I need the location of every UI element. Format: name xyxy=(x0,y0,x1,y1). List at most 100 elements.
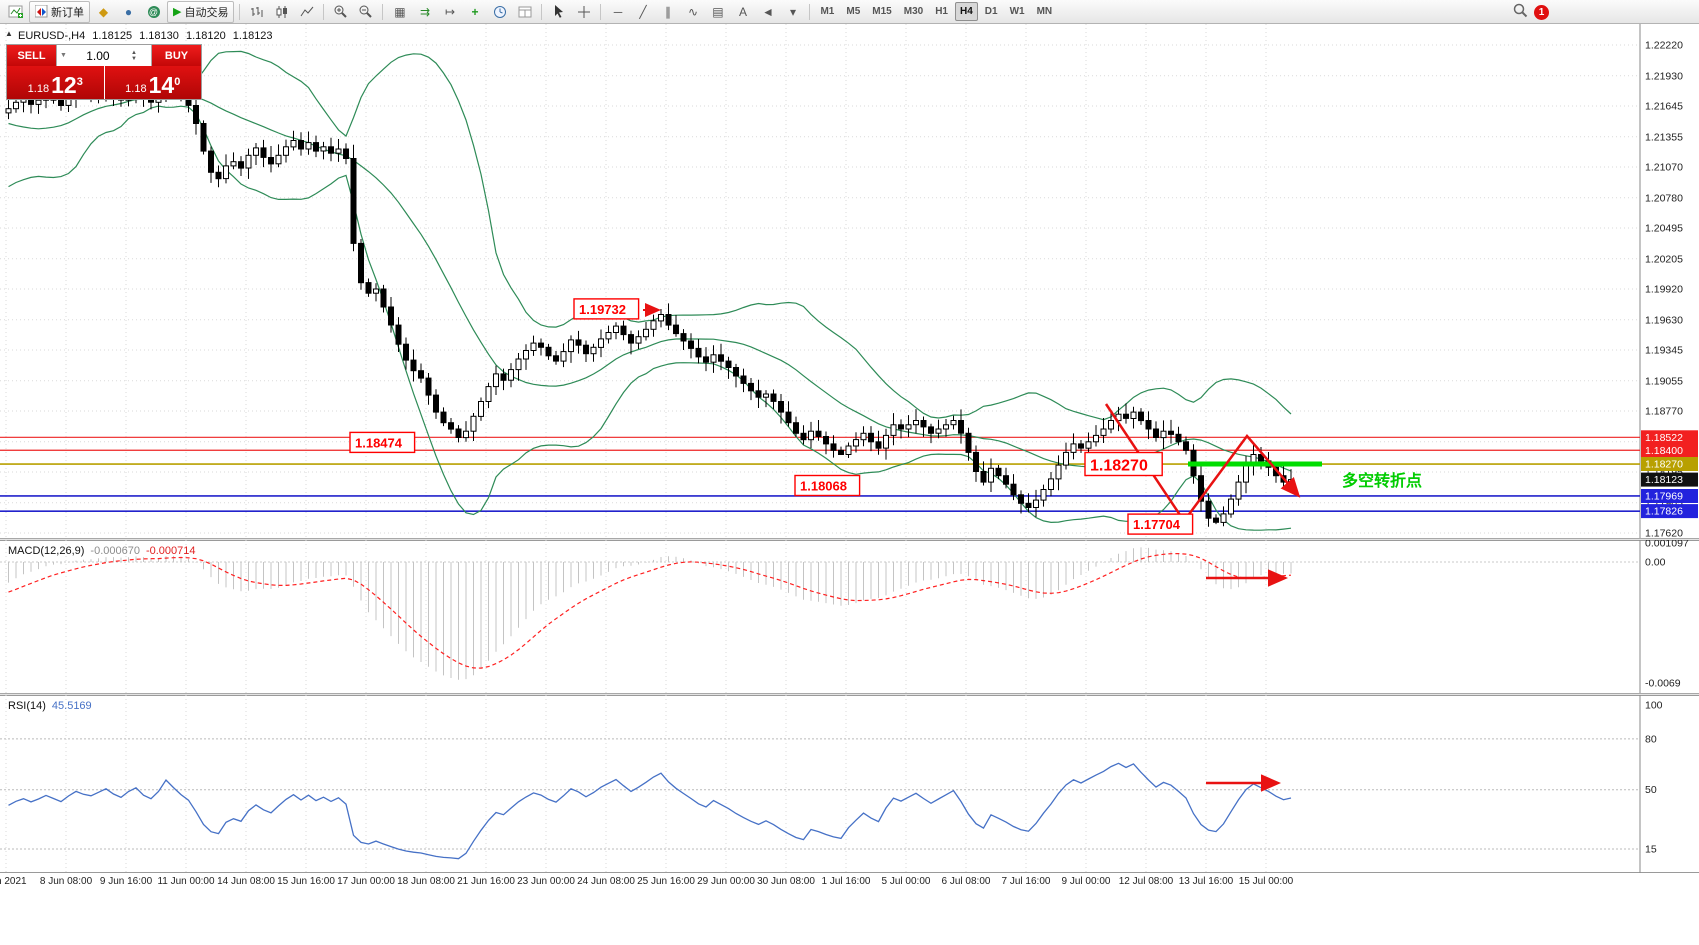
bar-chart-icon[interactable] xyxy=(245,2,268,22)
volume-caret-icon[interactable]: ▼ xyxy=(60,52,67,59)
time-label: 9 Jun 16:00 xyxy=(99,876,153,887)
separator xyxy=(600,3,602,20)
candles xyxy=(5,72,1294,527)
timeframe-M30[interactable]: M30 xyxy=(903,6,924,17)
svg-text:50: 50 xyxy=(1645,784,1657,796)
svg-text:1.17704: 1.17704 xyxy=(1133,517,1181,532)
toolbar-right-group: 1 xyxy=(1512,2,1549,23)
timeframe-H4[interactable]: H4 xyxy=(954,2,978,21)
new-chart-icon[interactable] xyxy=(4,2,27,22)
time-label: 29 Jun 00:00 xyxy=(697,876,755,887)
timeframe-MN[interactable]: MN xyxy=(1036,6,1053,17)
time-label: 8 Jun 08:00 xyxy=(39,876,93,887)
notification-badge[interactable]: 1 xyxy=(1534,5,1549,20)
svg-text:1.17969: 1.17969 xyxy=(1645,490,1683,502)
separator xyxy=(239,3,241,20)
separator xyxy=(382,3,384,20)
toolbar: 新订单 ◆ ● @ ▶ 自动交易 ▦ ⇉ ↦ + xyxy=(0,0,1699,24)
time-label: 13 Jul 16:00 xyxy=(1178,876,1234,887)
community-icon[interactable]: ● xyxy=(124,4,133,19)
oct-toggle-icon[interactable]: ▲ xyxy=(5,29,13,38)
svg-text:1.19055: 1.19055 xyxy=(1645,375,1683,387)
volume-box: ▼ ▲▼ xyxy=(56,45,152,66)
svg-text:1.18522: 1.18522 xyxy=(1645,432,1683,444)
zoom-in-icon[interactable] xyxy=(329,2,352,22)
panel-splitter[interactable] xyxy=(0,693,1699,695)
timeframe-group: M1 M5 M15 M30 H1 H4 D1 W1 MN xyxy=(814,2,1058,21)
svg-text:0.00: 0.00 xyxy=(1645,557,1666,569)
new-order-button[interactable]: 新订单 xyxy=(29,0,90,23)
time-label: 12 Jul 08:00 xyxy=(1118,876,1174,887)
indicators-icon[interactable]: + xyxy=(471,4,479,19)
volume-spinner[interactable]: ▲ ▼ xyxy=(130,49,137,62)
trendline-icon[interactable]: ╱ xyxy=(639,4,647,19)
market-icon[interactable]: @ xyxy=(147,5,160,18)
svg-text:15: 15 xyxy=(1645,843,1657,855)
buy-button[interactable]: BUY xyxy=(152,45,201,66)
rsi-panel[interactable]: 100 80 50 15 xyxy=(0,695,1699,873)
svg-text:1.21645: 1.21645 xyxy=(1645,101,1683,113)
tile-windows-icon[interactable]: ▦ xyxy=(394,4,406,19)
panel-splitter[interactable] xyxy=(0,538,1699,540)
fibonacci-icon[interactable]: ∿ xyxy=(687,4,698,19)
svg-text:1.20205: 1.20205 xyxy=(1645,253,1683,265)
text-tool-icon[interactable]: A xyxy=(738,4,747,19)
one-click-trading-panel: SELL ▼ ▲▼ BUY 1.18 12 3 1.18 14 0 xyxy=(6,44,202,100)
svg-text:1.18770: 1.18770 xyxy=(1645,406,1683,418)
equidistant-channel-icon[interactable]: ∥ xyxy=(664,4,671,19)
zoom-out-icon[interactable] xyxy=(354,2,377,22)
periods-icon[interactable] xyxy=(488,2,511,22)
time-label: 15 Jun 16:00 xyxy=(277,876,335,887)
svg-text:1.19345: 1.19345 xyxy=(1645,345,1683,357)
svg-text:0.001097: 0.001097 xyxy=(1645,540,1689,549)
grid-object-icon[interactable]: ▤ xyxy=(712,4,724,19)
sell-price[interactable]: 1.18 12 3 xyxy=(7,66,105,99)
time-axis[interactable]: Jun 2021 8 Jun 08:00 9 Jun 16:00 11 Jun 00:… xyxy=(0,874,1699,894)
new-order-icon xyxy=(35,5,48,18)
separator xyxy=(541,3,543,20)
favorites-icon[interactable]: ◆ xyxy=(98,4,109,19)
auto-scroll-icon[interactable]: ⇉ xyxy=(419,4,430,19)
objects-dropdown-icon[interactable]: ▾ xyxy=(789,4,796,19)
chart-shift-icon[interactable]: ↦ xyxy=(444,4,455,19)
timeframe-M15[interactable]: M15 xyxy=(872,6,892,17)
svg-text:1.22220: 1.22220 xyxy=(1645,40,1683,52)
arrow-label-icon[interactable]: ◄ xyxy=(762,4,774,19)
time-label: 17 Jun 00:00 xyxy=(337,876,395,887)
timeframe-M1[interactable]: M1 xyxy=(820,6,835,17)
autotrading-button[interactable]: ▶ 自动交易 xyxy=(167,0,235,23)
buy-price[interactable]: 1.18 14 0 xyxy=(104,66,201,99)
timeframe-W1[interactable]: W1 xyxy=(1009,6,1025,17)
timeframe-M5[interactable]: M5 xyxy=(846,6,861,17)
search-icon[interactable] xyxy=(1512,2,1528,23)
horizontal-line-icon[interactable]: ─ xyxy=(613,4,623,19)
svg-text:1.20780: 1.20780 xyxy=(1645,192,1683,204)
timeframe-D1[interactable]: D1 xyxy=(984,6,998,17)
time-label: 6 Jul 08:00 xyxy=(941,876,991,887)
candlestick-chart-icon[interactable] xyxy=(270,2,293,22)
cursor-icon[interactable] xyxy=(547,2,570,22)
volume-input[interactable] xyxy=(66,47,129,64)
svg-text:1.18400: 1.18400 xyxy=(1645,445,1683,457)
time-label: 1 Jul 16:00 xyxy=(821,876,871,887)
svg-text:1.21355: 1.21355 xyxy=(1645,131,1683,143)
macd-panel[interactable]: 0.001097 0.00 -0.0069 xyxy=(0,540,1699,693)
sell-button[interactable]: SELL xyxy=(7,45,56,66)
time-label: 18 Jun 08:00 xyxy=(397,876,455,887)
svg-text:多空转折点: 多空转折点 xyxy=(1342,471,1422,490)
time-label: 25 Jun 16:00 xyxy=(637,876,695,887)
svg-text:1.18123: 1.18123 xyxy=(1645,474,1683,486)
data-window-icon[interactable] xyxy=(513,2,536,22)
svg-text:1.19920: 1.19920 xyxy=(1645,284,1683,296)
time-label: 21 Jun 16:00 xyxy=(457,876,515,887)
separator xyxy=(323,3,325,20)
main-chart[interactable]: 1.22220 1.21930 1.21645 1.21355 1.21070 1.207… xyxy=(0,24,1699,538)
line-chart-icon[interactable] xyxy=(295,2,318,22)
svg-text:1.18068: 1.18068 xyxy=(800,478,847,493)
crosshair-icon[interactable] xyxy=(572,2,595,22)
time-label: 5 Jul 00:00 xyxy=(881,876,931,887)
svg-text:1.18474: 1.18474 xyxy=(355,435,403,450)
svg-text:1.17826: 1.17826 xyxy=(1645,506,1683,518)
timeframe-H1[interactable]: H1 xyxy=(935,6,948,17)
